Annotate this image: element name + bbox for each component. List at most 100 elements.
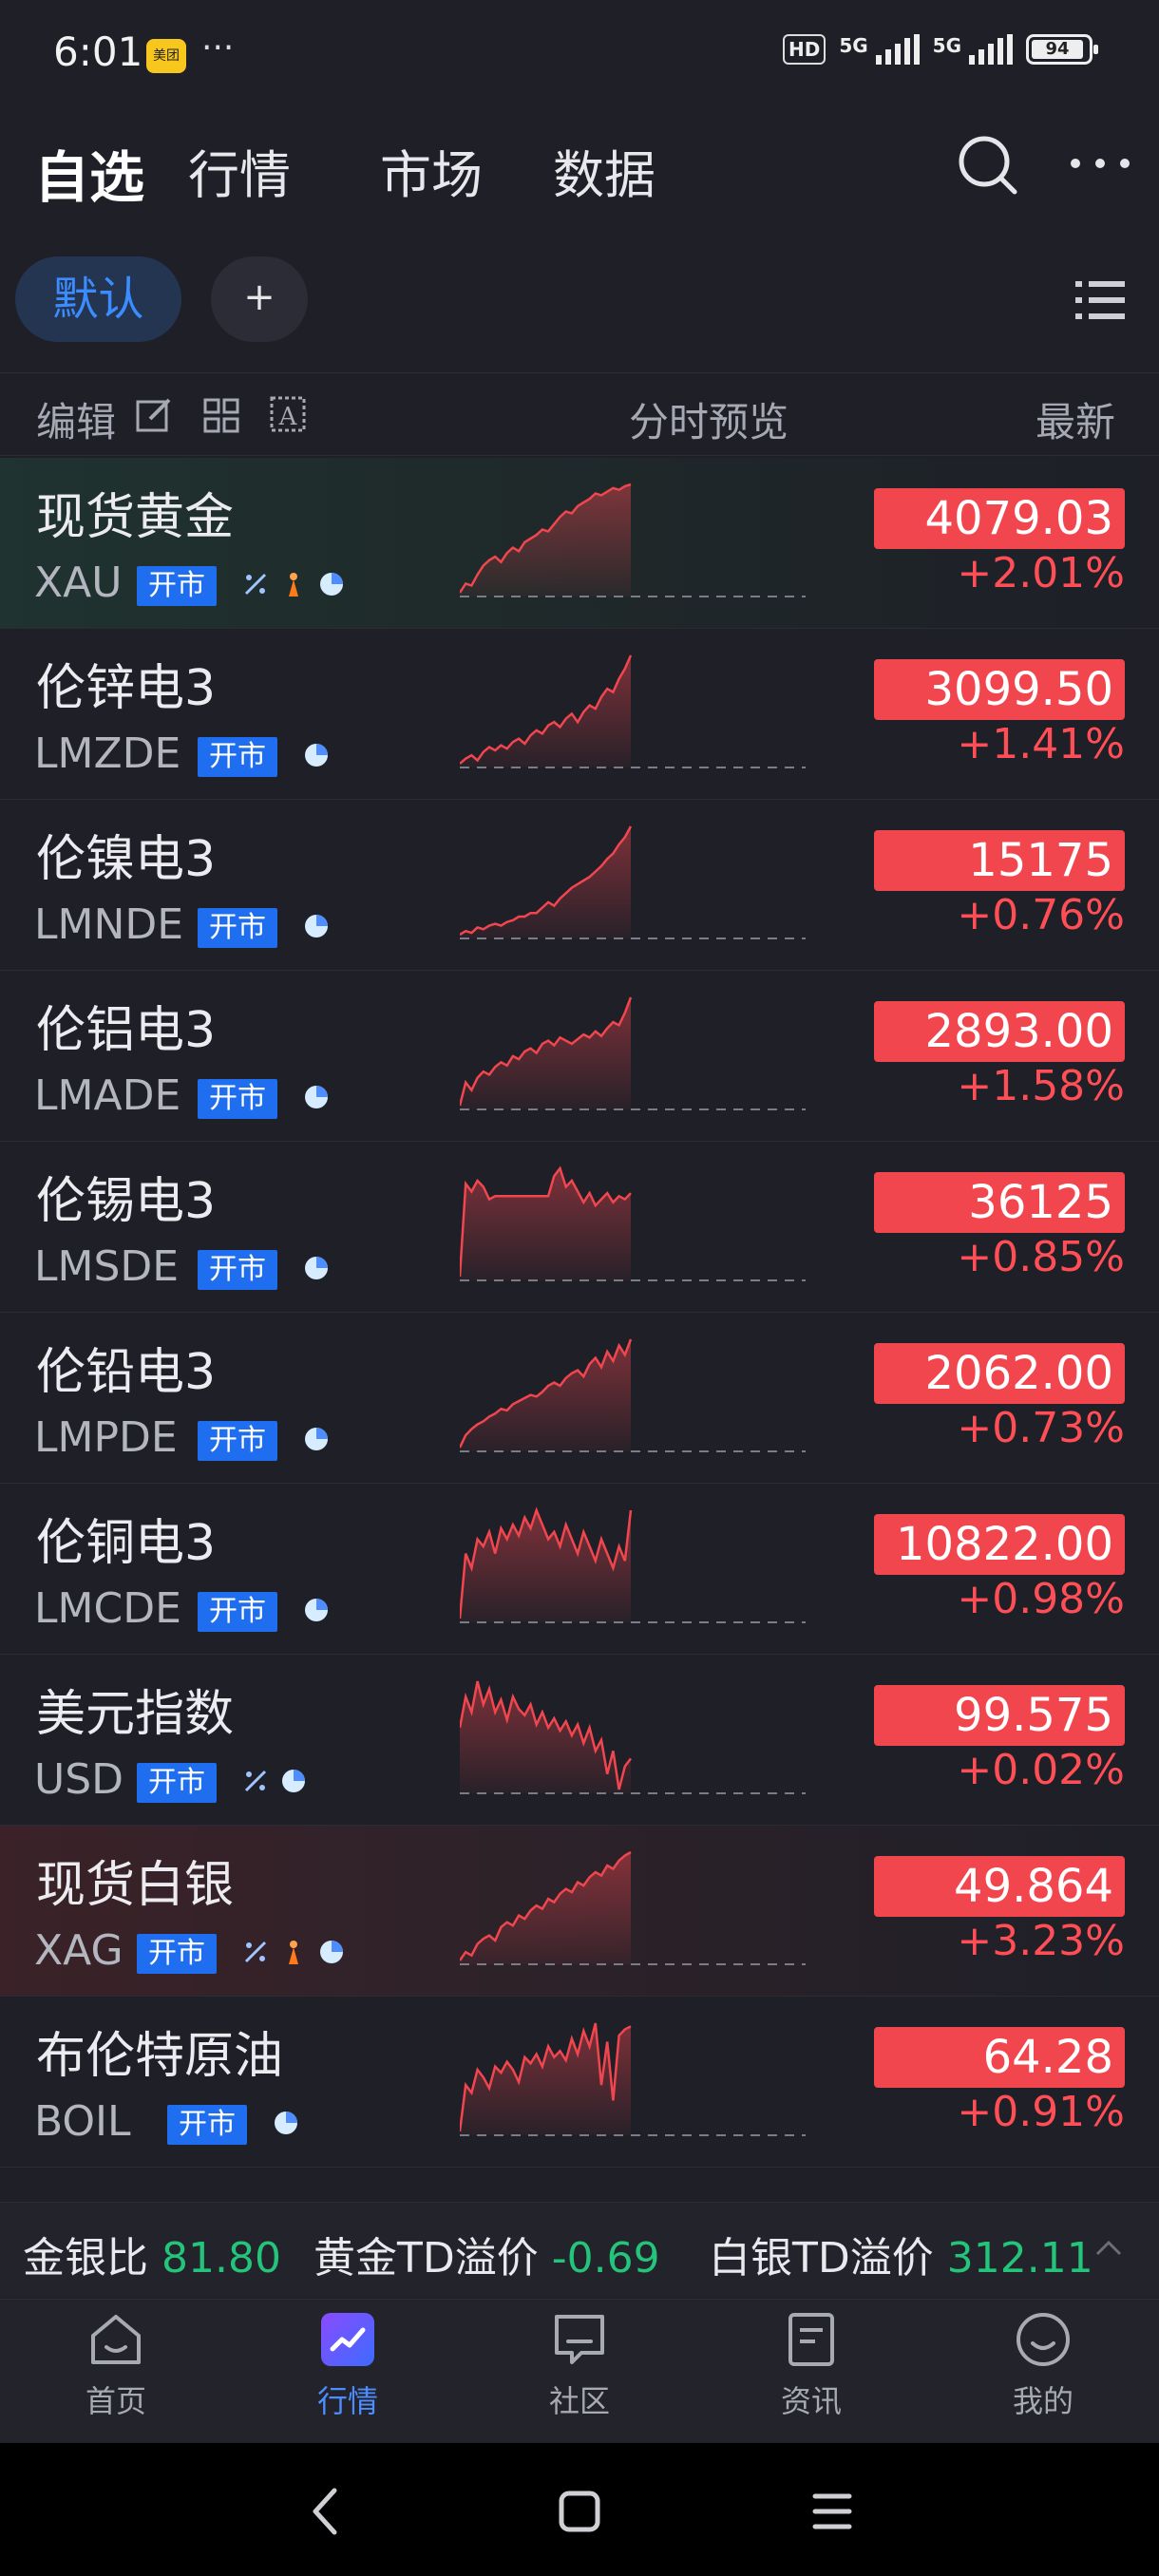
grid-view-icon[interactable] <box>203 398 241 434</box>
quote-price: 15175 <box>874 830 1125 891</box>
quote-change: +2.01% <box>957 549 1125 597</box>
quote-icons <box>302 1254 331 1282</box>
list-view-icon[interactable] <box>1075 277 1125 323</box>
sparkline-line <box>460 996 633 1107</box>
quote-name: 现货白银 <box>36 1857 235 1914</box>
system-nav-bar <box>0 2443 1159 2576</box>
pie-icon <box>275 2112 297 2134</box>
preview-label: 分时预览 <box>629 399 789 445</box>
quote-icons <box>302 741 331 769</box>
nav-market[interactable]: 行情 <box>281 2309 414 2421</box>
status-time: 6:01 <box>53 28 143 75</box>
quote-icons <box>241 1938 346 1966</box>
intraday-sparkline <box>460 1165 806 1281</box>
quote-change: +3.23% <box>957 1917 1125 1965</box>
quote-row[interactable]: 伦锡电3 LMSDE 开市 36125 +0.85% <box>0 1142 1159 1313</box>
sparkline-line <box>460 2022 632 2132</box>
market-open-badge: 开市 <box>198 1592 277 1632</box>
intraday-sparkline <box>460 2022 806 2136</box>
ticker-gold-td-premium: 黄金TD溢价 -0.69 <box>314 2234 660 2282</box>
nav-home-label: 首页 <box>85 2383 146 2419</box>
nav-community[interactable]: 社区 <box>513 2309 646 2421</box>
quote-price: 3099.50 <box>874 659 1125 720</box>
sparkline-line <box>460 1165 632 1278</box>
back-icon[interactable] <box>306 2485 344 2538</box>
percent-icon <box>244 1770 267 1792</box>
quote-change: +0.76% <box>957 891 1125 939</box>
intraday-sparkline <box>460 1338 806 1452</box>
quote-name: 伦铜电3 <box>36 1515 217 1572</box>
tab-market[interactable]: 市场 <box>380 145 483 205</box>
status-bar: 6:01 美团 ··· HD 5G 5G 94 <box>0 0 1159 104</box>
quote-row[interactable]: 现货黄金 XAU 开市 4079.03 +2.01% <box>0 458 1159 629</box>
home-button-icon[interactable] <box>557 2489 602 2534</box>
quote-row[interactable]: 伦铜电3 LMCDE 开市 10822.00 +0.98% <box>0 1484 1159 1655</box>
menu-icon[interactable] <box>811 2489 853 2534</box>
ticker-gold-silver-ratio: 金银比 81.80 <box>23 2234 281 2282</box>
edit-icon[interactable] <box>135 396 173 434</box>
tab-watchlist[interactable]: 自选 <box>34 145 145 210</box>
intraday-sparkline <box>460 483 806 597</box>
quote-icons <box>272 2109 300 2137</box>
quote-price: 10822.00 <box>874 1514 1125 1575</box>
group-tabs: 默认 + <box>0 256 1159 347</box>
battery-icon: 94 <box>1026 34 1098 65</box>
market-open-badge: 开市 <box>198 1421 277 1461</box>
nav-home[interactable]: 首页 <box>49 2309 182 2421</box>
more-options-icon[interactable] <box>1068 152 1132 175</box>
sparkline-area <box>460 1510 631 1622</box>
add-group-button[interactable]: + <box>211 256 308 342</box>
intraday-sparkline <box>460 825 806 939</box>
quote-row[interactable]: 伦镍电3 LMNDE 开市 15175 +0.76% <box>0 800 1159 971</box>
quote-row[interactable]: 伦锌电3 LMZDE 开市 3099.50 +1.41% <box>0 629 1159 800</box>
chevron-up-icon[interactable] <box>1094 2239 1123 2258</box>
premium-ticker[interactable]: 金银比 81.80 黄金TD溢价 -0.69 白银TD溢价 312.11 <box>0 2202 1159 2298</box>
market-open-badge: 开市 <box>137 566 217 606</box>
quote-code: LMPDE <box>34 1413 178 1462</box>
quote-icons <box>302 1083 331 1111</box>
quote-row[interactable]: 现货白银 XAG 开市 49.864 +3.23% <box>0 1826 1159 1997</box>
latest-price-label[interactable]: 最新 <box>1036 399 1116 445</box>
sparkline-line <box>460 1680 632 1790</box>
sparkline-area <box>460 484 631 597</box>
edit-label[interactable]: 编辑 <box>36 399 117 445</box>
market-open-badge: 开市 <box>137 1763 217 1803</box>
quote-price: 2062.00 <box>874 1343 1125 1404</box>
quote-row[interactable]: 美元指数 USD 开市 99.575 +0.02% <box>0 1655 1159 1826</box>
sparkline-line <box>460 1338 633 1449</box>
quote-list: 现货黄金 XAU 开市 4079.03 +2.01% 伦锌电3 LMZDE 开市 3099.50… <box>0 458 1159 2168</box>
quote-code: LMNDE <box>34 900 184 949</box>
quote-code: BOIL <box>34 2097 131 2146</box>
quote-row[interactable]: 伦铝电3 LMADE 开市 2893.00 +1.58% <box>0 971 1159 1142</box>
font-size-icon[interactable]: A <box>270 396 308 434</box>
quote-code: LMSDE <box>34 1242 180 1291</box>
pie-icon <box>282 1770 305 1792</box>
quote-change: +0.91% <box>957 2088 1125 2136</box>
list-header: 编辑 A 分时预览 最新 <box>0 372 1159 456</box>
quote-code: LMADE <box>34 1071 181 1120</box>
search-icon[interactable] <box>954 131 1022 199</box>
nav-community-label: 社区 <box>548 2383 610 2419</box>
quote-price: 36125 <box>874 1172 1125 1233</box>
quote-icons <box>302 1425 331 1453</box>
percent-icon <box>244 1941 267 1963</box>
market-open-badge: 开市 <box>167 2105 247 2145</box>
market-icon <box>321 2313 374 2366</box>
quote-row[interactable]: 伦铅电3 LMPDE 开市 2062.00 +0.73% <box>0 1313 1159 1484</box>
sparkline-area <box>460 655 631 767</box>
quote-name: 伦铝电3 <box>36 1002 217 1059</box>
signal-icon-2: 5G <box>933 34 1013 65</box>
quote-icons <box>302 1596 331 1624</box>
quote-name: 布伦特原油 <box>36 2028 284 2085</box>
tab-quotes[interactable]: 行情 <box>188 145 291 205</box>
nav-profile[interactable]: 我的 <box>977 2309 1110 2421</box>
group-default-tab[interactable]: 默认 <box>15 256 181 342</box>
quote-row[interactable]: 布伦特原油 BOIL 开市 64.28 +0.91% <box>0 1997 1159 2168</box>
top-nav: 自选 行情 市场 数据 <box>0 114 1159 218</box>
nav-news[interactable]: 资讯 <box>745 2309 878 2421</box>
status-indicators: HD 5G 5G 94 <box>782 34 1098 65</box>
pie-icon <box>305 1086 328 1108</box>
quote-price: 99.575 <box>874 1685 1125 1746</box>
news-icon <box>788 2313 834 2366</box>
tab-data[interactable]: 数据 <box>553 145 656 205</box>
